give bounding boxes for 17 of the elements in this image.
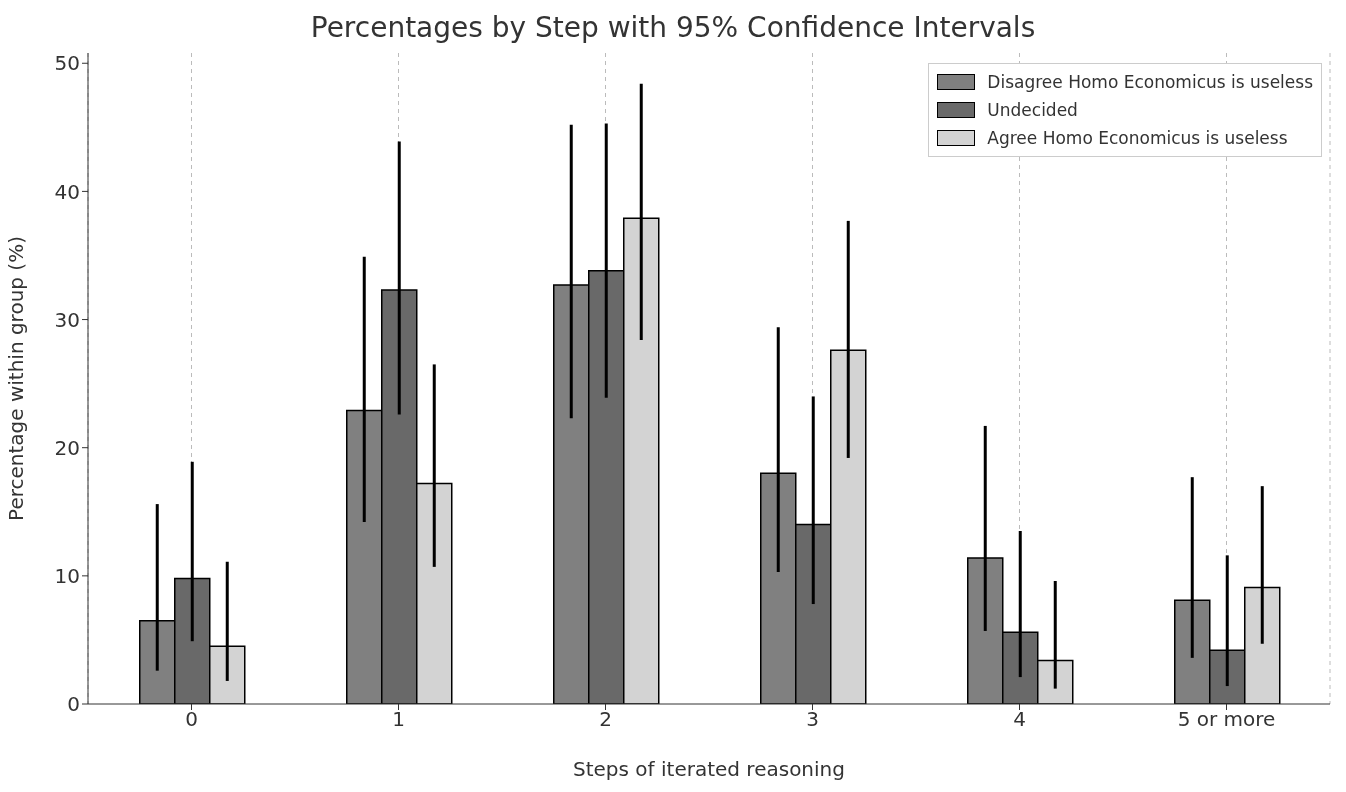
x-tick-label: 2	[599, 707, 612, 732]
x-tick-label: 1	[392, 707, 405, 732]
x-axis-title: Steps of iterated reasoning	[573, 757, 845, 781]
y-axis-title: Percentage within group (%)	[4, 236, 29, 521]
y-tick-label: 40	[54, 179, 80, 204]
y-tick-label: 20	[54, 435, 80, 460]
x-tick-label: 3	[806, 707, 819, 732]
x-tick-label: 4	[1013, 707, 1026, 732]
y-tick-label: 50	[54, 51, 80, 76]
y-tick-label: 30	[54, 307, 80, 332]
x-tick-label: 5 or more	[1177, 707, 1276, 732]
x-tick-label: 0	[185, 707, 198, 732]
y-tick-label: 10	[54, 563, 80, 588]
legend-label: Agree Homo Economicus is useless	[987, 128, 1288, 148]
legend-label: Undecided	[987, 100, 1078, 120]
legend-label: Disagree Homo Economicus is useless	[987, 72, 1313, 92]
chart-title: Percentages by Step with 95% Confidence Intervals	[309, 10, 1037, 46]
